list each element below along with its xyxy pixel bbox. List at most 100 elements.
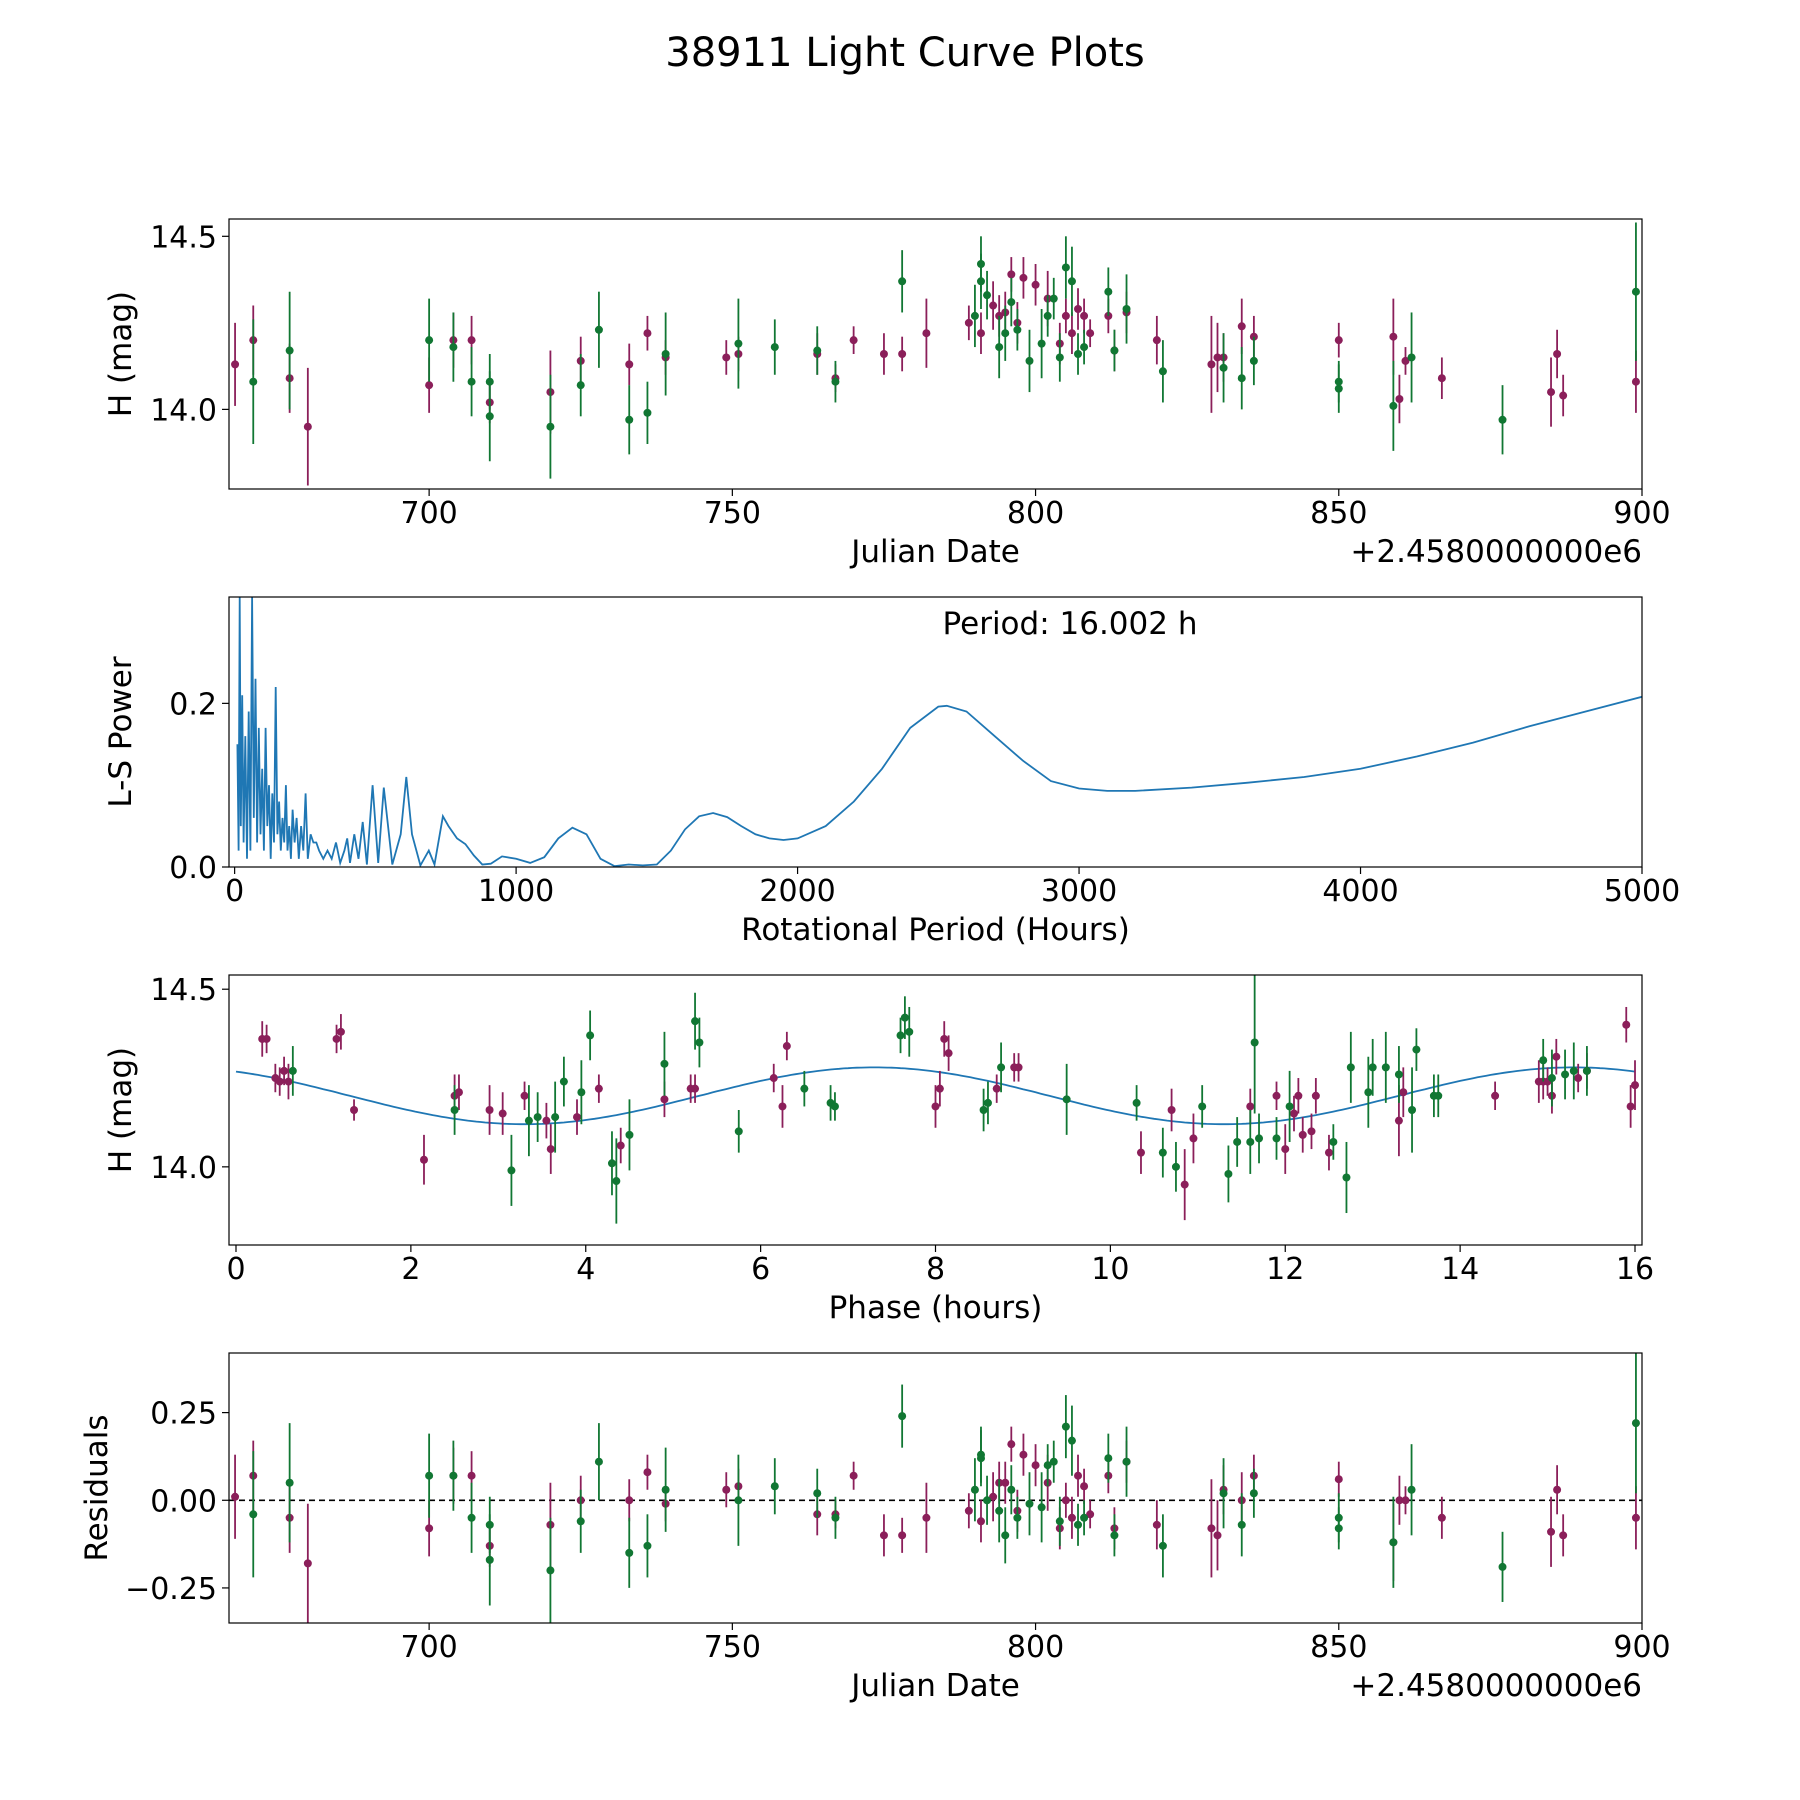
x-tick-label: 4000 <box>1322 874 1398 909</box>
data-point <box>467 336 476 345</box>
data-point <box>1158 1541 1167 1550</box>
data-point <box>979 1106 988 1114</box>
data-point <box>1062 1095 1071 1104</box>
x-tick-label: 12 <box>1266 1252 1304 1287</box>
data-point <box>1067 1513 1076 1522</box>
data-point <box>1007 1485 1016 1494</box>
data-point <box>1285 1102 1294 1111</box>
panel-periodogram: 0 1000 2000 3000 4000 5000 0.0 0.2 Rotational Pe… <box>103 596 1680 948</box>
data-point <box>734 1127 743 1136</box>
data-point <box>546 1145 555 1154</box>
data-point <box>643 1541 652 1550</box>
data-point <box>1437 374 1446 383</box>
data-point <box>551 1113 560 1122</box>
data-point <box>507 1166 516 1175</box>
series-magenta <box>258 1006 1640 1221</box>
data-point <box>1001 1478 1010 1487</box>
x-tick-label: 800 <box>1007 496 1064 531</box>
data-point <box>831 377 840 386</box>
x-tick-label: 0 <box>225 874 244 909</box>
data-point <box>1014 1063 1023 1072</box>
data-point <box>1346 1063 1355 1072</box>
data-point <box>722 353 731 362</box>
data-point <box>1061 263 1070 272</box>
data-point <box>1080 1482 1089 1491</box>
data-point <box>1080 343 1089 352</box>
y-tick-label: 14.0 <box>150 393 217 428</box>
x-tick-label: 850 <box>1310 496 1367 531</box>
data-point <box>661 350 670 358</box>
data-point <box>1074 1471 1083 1480</box>
data-point <box>336 1027 345 1036</box>
data-point <box>1213 1531 1222 1540</box>
data-point <box>964 1506 973 1515</box>
data-point <box>425 1471 434 1480</box>
x-tick-label: 10 <box>1091 1252 1129 1287</box>
y-tick-label: −0.25 <box>125 1572 217 1607</box>
data-point <box>1055 353 1064 362</box>
data-point <box>1539 1056 1548 1065</box>
data-point <box>1224 1169 1233 1178</box>
data-point <box>1311 1091 1320 1100</box>
data-point <box>485 377 494 386</box>
data-point <box>1104 287 1113 296</box>
data-point <box>1074 350 1083 358</box>
data-point <box>1074 305 1083 313</box>
x-tick-label: 4 <box>576 1252 595 1287</box>
data-point <box>449 343 458 352</box>
axes-frame <box>228 218 1643 490</box>
axes-frame <box>228 1352 1643 1624</box>
data-point <box>1329 1137 1338 1146</box>
data-point <box>467 1471 476 1480</box>
data-point <box>1553 1485 1562 1494</box>
x-tick-label: 700 <box>400 496 457 531</box>
data-point <box>1237 322 1246 331</box>
data-point <box>1061 1422 1070 1431</box>
data-point <box>1498 415 1507 424</box>
data-point <box>1272 1091 1281 1100</box>
data-point <box>425 1524 434 1533</box>
data-point <box>983 1098 992 1107</box>
data-point <box>1401 356 1410 365</box>
data-point <box>607 1159 616 1168</box>
data-point <box>1158 1148 1167 1157</box>
data-point <box>1547 1527 1556 1536</box>
data-point <box>1019 273 1028 282</box>
data-point <box>1025 356 1034 365</box>
series-magenta <box>231 257 1640 486</box>
data-point <box>879 350 888 358</box>
data-point <box>660 1095 669 1104</box>
data-point <box>1272 1134 1281 1143</box>
data-point <box>1152 1520 1161 1529</box>
data-point <box>691 1017 700 1026</box>
x-tick-label: 1000 <box>478 874 554 909</box>
data-point <box>485 1555 494 1564</box>
data-point <box>905 1027 914 1036</box>
x-tick-label: 0 <box>226 1252 245 1287</box>
data-point <box>964 318 973 327</box>
data-point <box>1132 1098 1141 1107</box>
data-point <box>1080 311 1089 320</box>
data-point <box>643 1468 652 1477</box>
data-point <box>898 277 907 286</box>
series-magenta <box>231 1426 1640 1623</box>
data-point <box>576 381 585 390</box>
data-point <box>1104 1454 1113 1463</box>
plot-area <box>231 222 1640 486</box>
data-point <box>661 1485 670 1494</box>
data-point <box>1364 1088 1373 1097</box>
data-point <box>770 1482 779 1491</box>
data-point <box>524 1116 533 1125</box>
data-point <box>1407 353 1416 362</box>
period-annotation: Period: 16.002 h <box>943 606 1198 642</box>
x-tick-label: 14 <box>1441 1252 1479 1287</box>
data-point <box>576 1517 585 1526</box>
data-point <box>1249 1489 1258 1498</box>
data-point <box>485 1106 494 1114</box>
periodogram-line <box>236 597 1642 867</box>
data-point <box>995 343 1004 352</box>
data-point <box>898 1531 907 1540</box>
data-point <box>485 1520 494 1529</box>
data-point <box>1334 1475 1343 1484</box>
data-point <box>976 329 985 338</box>
